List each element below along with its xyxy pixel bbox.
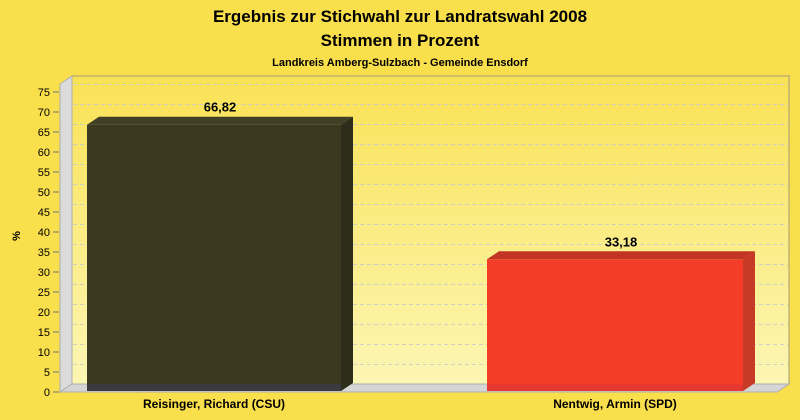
y-tick-label: 50	[38, 187, 50, 199]
y-tick-label: 20	[38, 307, 50, 319]
y-tick-label: 5	[44, 367, 50, 379]
y-tick-label: 15	[38, 327, 50, 339]
bar-top-face	[87, 116, 353, 125]
bar-category-label: Nentwig, Armin (SPD)	[553, 397, 677, 411]
chart-caption: Landkreis Amberg-Sulzbach - Gemeinde Ens…	[272, 57, 528, 69]
bar-value-label: 33,18	[605, 234, 638, 249]
bar-base-strip	[87, 384, 341, 391]
y-tick-label: 25	[38, 287, 50, 299]
bar-category-label: Reisinger, Richard (CSU)	[143, 397, 285, 411]
chart-title: Ergebnis zur Stichwahl zur Landratswahl …	[212, 7, 588, 26]
y-tick-label: 60	[38, 147, 50, 159]
y-tick-label: 75	[38, 87, 50, 99]
y-tick-label: 35	[38, 247, 50, 259]
y-tick-label: 30	[38, 267, 50, 279]
y-tick-label: 10	[38, 347, 50, 359]
y-tick-label: 55	[38, 167, 50, 179]
bar-base-strip	[487, 384, 743, 391]
y-tick-label: 45	[38, 207, 50, 219]
y-tick-label: 40	[38, 227, 50, 239]
bar-top-face	[487, 251, 755, 260]
y-axis-label: %	[11, 231, 23, 241]
bar-side-face	[743, 251, 755, 391]
plot-left-wall	[59, 75, 73, 393]
y-tick-label: 65	[38, 127, 50, 139]
bar-front-face	[487, 259, 743, 391]
y-tick-label: 70	[38, 107, 50, 119]
bar-side-face	[341, 116, 353, 391]
y-tick-label: 0	[44, 387, 50, 399]
chart-subtitle: Stimmen in Prozent	[320, 31, 480, 50]
bar-front-face	[87, 124, 341, 391]
bar-value-label: 66,82	[204, 100, 237, 115]
